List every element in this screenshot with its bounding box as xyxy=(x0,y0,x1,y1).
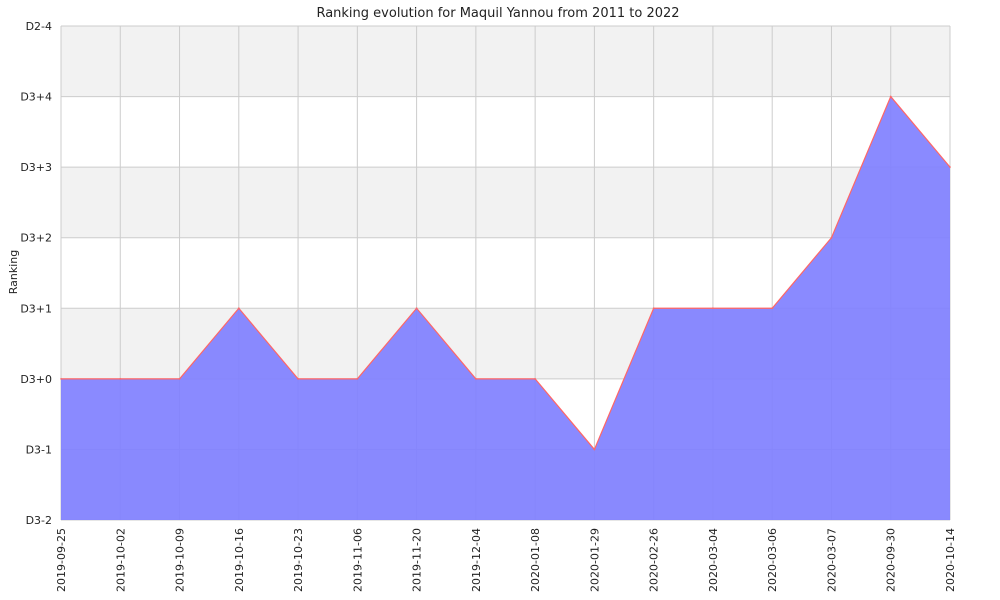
y-axis-label: Ranking xyxy=(7,250,20,295)
x-tick-label: 2019-10-16 xyxy=(233,528,246,592)
y-tick-label: D3+3 xyxy=(20,161,52,174)
y-tick-label: D3+0 xyxy=(20,373,52,386)
data-point xyxy=(60,377,62,380)
y-tick-label: D3-2 xyxy=(26,514,52,527)
data-point xyxy=(297,377,300,380)
x-tick-label: 2020-03-06 xyxy=(766,528,779,592)
x-tick-label: 2019-10-23 xyxy=(292,528,305,592)
data-point xyxy=(119,377,122,380)
data-point xyxy=(415,307,418,310)
y-tick-label: D3+2 xyxy=(20,232,52,245)
x-tick-label: 2019-12-04 xyxy=(470,528,483,592)
chart-title: Ranking evolution for Maquil Yannou from… xyxy=(316,6,679,21)
data-point xyxy=(474,377,477,380)
data-point xyxy=(593,448,596,451)
ranking-area xyxy=(61,96,950,521)
data-point xyxy=(711,307,714,310)
x-axis-ticks: 2019-09-25 2019-10-02 2019-10-09 2019-10-16… xyxy=(55,528,957,592)
data-point xyxy=(830,236,833,239)
x-tick-label: 2020-03-07 xyxy=(825,528,838,592)
x-tick-label: 2020-01-08 xyxy=(529,528,542,592)
y-axis-ticks: D3-2 D3-1 D3+0 D3+1 D3+2 D3+3 D3+4 D2-4 xyxy=(20,20,52,527)
area-layer xyxy=(61,95,951,521)
data-point xyxy=(178,377,181,380)
x-tick-label: 2019-09-25 xyxy=(55,528,68,592)
x-tick-label: 2020-10-14 xyxy=(944,528,957,592)
background-band xyxy=(61,167,950,238)
data-point xyxy=(534,377,537,380)
x-tick-label: 2020-02-26 xyxy=(648,528,661,592)
y-tick-label: D3+1 xyxy=(20,302,52,315)
x-tick-label: 2019-10-09 xyxy=(174,528,187,592)
ranking-line xyxy=(61,95,951,451)
data-point xyxy=(652,307,655,310)
data-point xyxy=(949,166,951,169)
data-point xyxy=(356,377,359,380)
data-point xyxy=(889,95,892,98)
background-band xyxy=(61,26,950,97)
data-point xyxy=(237,307,240,310)
x-tick-label: 2019-11-20 xyxy=(411,528,424,592)
y-tick-label: D2-4 xyxy=(26,20,52,33)
x-tick-label: 2019-11-06 xyxy=(351,528,364,592)
data-point xyxy=(771,307,774,310)
x-tick-label: 2019-10-02 xyxy=(114,528,127,592)
x-tick-label: 2020-09-30 xyxy=(885,528,898,592)
x-tick-label: 2020-01-29 xyxy=(588,528,601,592)
data-points xyxy=(60,95,951,451)
y-tick-label: D3+4 xyxy=(20,91,52,104)
x-tick-label: 2020-03-04 xyxy=(707,528,720,592)
y-tick-label: D3-1 xyxy=(26,443,52,456)
